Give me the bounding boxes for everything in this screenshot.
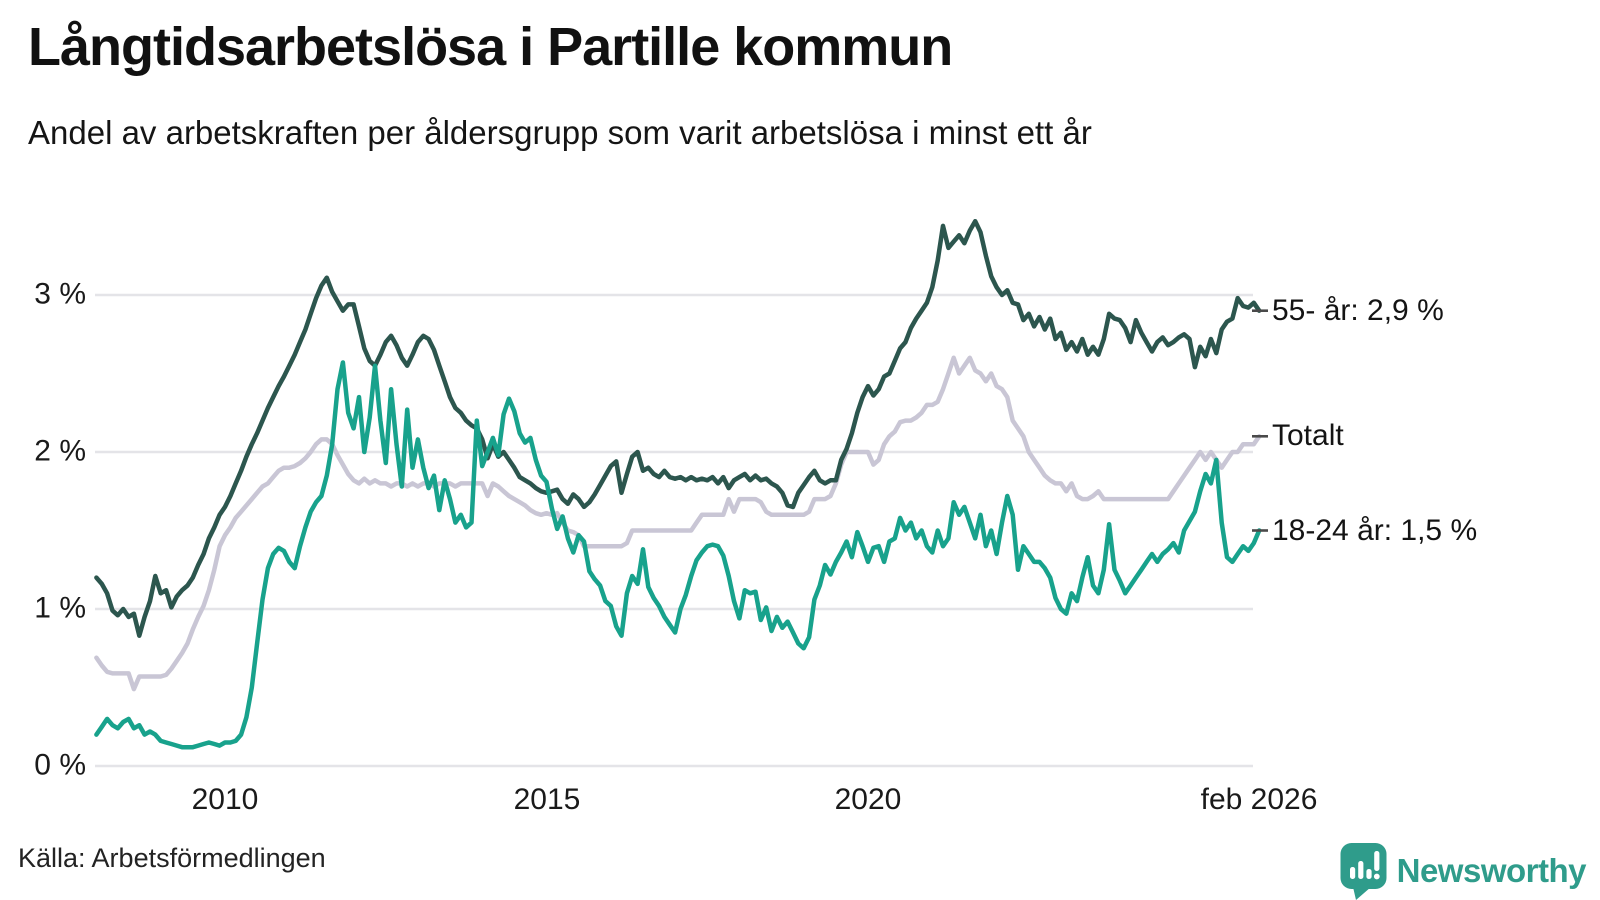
y-axis-tick-0: 0 % [34,748,86,782]
line-18-24 [94,360,1262,750]
page-subtitle: Andel av arbetskraften per åldersgrupp s… [28,114,1092,151]
x-axis-tick-feb2026: feb 2026 [1200,783,1318,816]
line-totalt [94,355,1262,692]
series-label-totalt: Totalt [1272,419,1344,453]
x-axis-tick-2020: 2020 [834,783,902,816]
x-axis-tick-2010: 2010 [191,783,259,816]
newsworthy-wordmark: Newsworthy [1396,852,1587,889]
series-label-55plus: 55- år: 2,9 % [1272,293,1444,327]
x-axis-tick-2015: 2015 [513,783,581,816]
series-label-18-24: 18-24 år: 1,5 % [1272,513,1478,547]
y-axis-tick-2: 2 % [34,434,86,468]
newsworthy-bubble-icon [1340,843,1387,900]
page-title: Långtidsarbetslösa i Partille kommun [28,17,953,77]
source-note: Källa: Arbetsförmedlingen [18,843,326,873]
newsworthy-logo[interactable]: Newsworthy [1340,843,1587,900]
y-axis-tick-1: 1 % [34,591,86,625]
line-55plus [94,218,1262,638]
y-axis-tick-3: 3 % [34,277,86,311]
